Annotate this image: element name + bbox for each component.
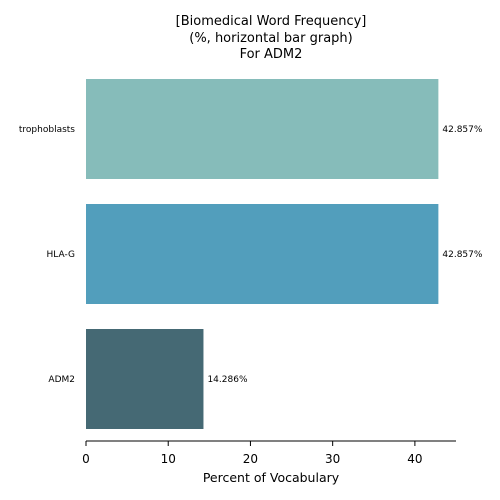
chart-title: [Biomedical Word Frequency] (%, horizont… bbox=[176, 14, 367, 62]
category-label: trophoblasts bbox=[19, 125, 75, 135]
bar-adm2 bbox=[86, 329, 204, 429]
x-axis-title: Percent of Vocabulary bbox=[203, 470, 340, 485]
x-tick-label: 10 bbox=[161, 452, 176, 466]
value-labels: 42.857% 42.857% 14.286% bbox=[207, 125, 482, 385]
value-label: 14.286% bbox=[207, 375, 247, 385]
bar-hla-g bbox=[86, 204, 439, 304]
x-tick-label: 20 bbox=[243, 452, 258, 466]
bar-trophoblasts bbox=[86, 79, 439, 179]
category-label: HLA-G bbox=[47, 250, 76, 260]
category-labels: trophoblasts HLA-G ADM2 bbox=[19, 125, 75, 385]
x-tick-label: 0 bbox=[82, 452, 90, 466]
bar-series bbox=[86, 79, 439, 429]
value-label: 42.857% bbox=[442, 250, 482, 260]
chart-title-line-3: For ADM2 bbox=[240, 47, 303, 62]
chart-title-line-1: [Biomedical Word Frequency] bbox=[176, 14, 367, 29]
x-tick-label: 40 bbox=[407, 452, 422, 466]
x-axis-ticks: 0 10 20 30 40 bbox=[82, 441, 423, 466]
x-tick-label: 30 bbox=[325, 452, 340, 466]
chart-title-line-2: (%, horizontal bar graph) bbox=[189, 31, 352, 46]
category-label: ADM2 bbox=[48, 375, 75, 385]
value-label: 42.857% bbox=[442, 125, 482, 135]
